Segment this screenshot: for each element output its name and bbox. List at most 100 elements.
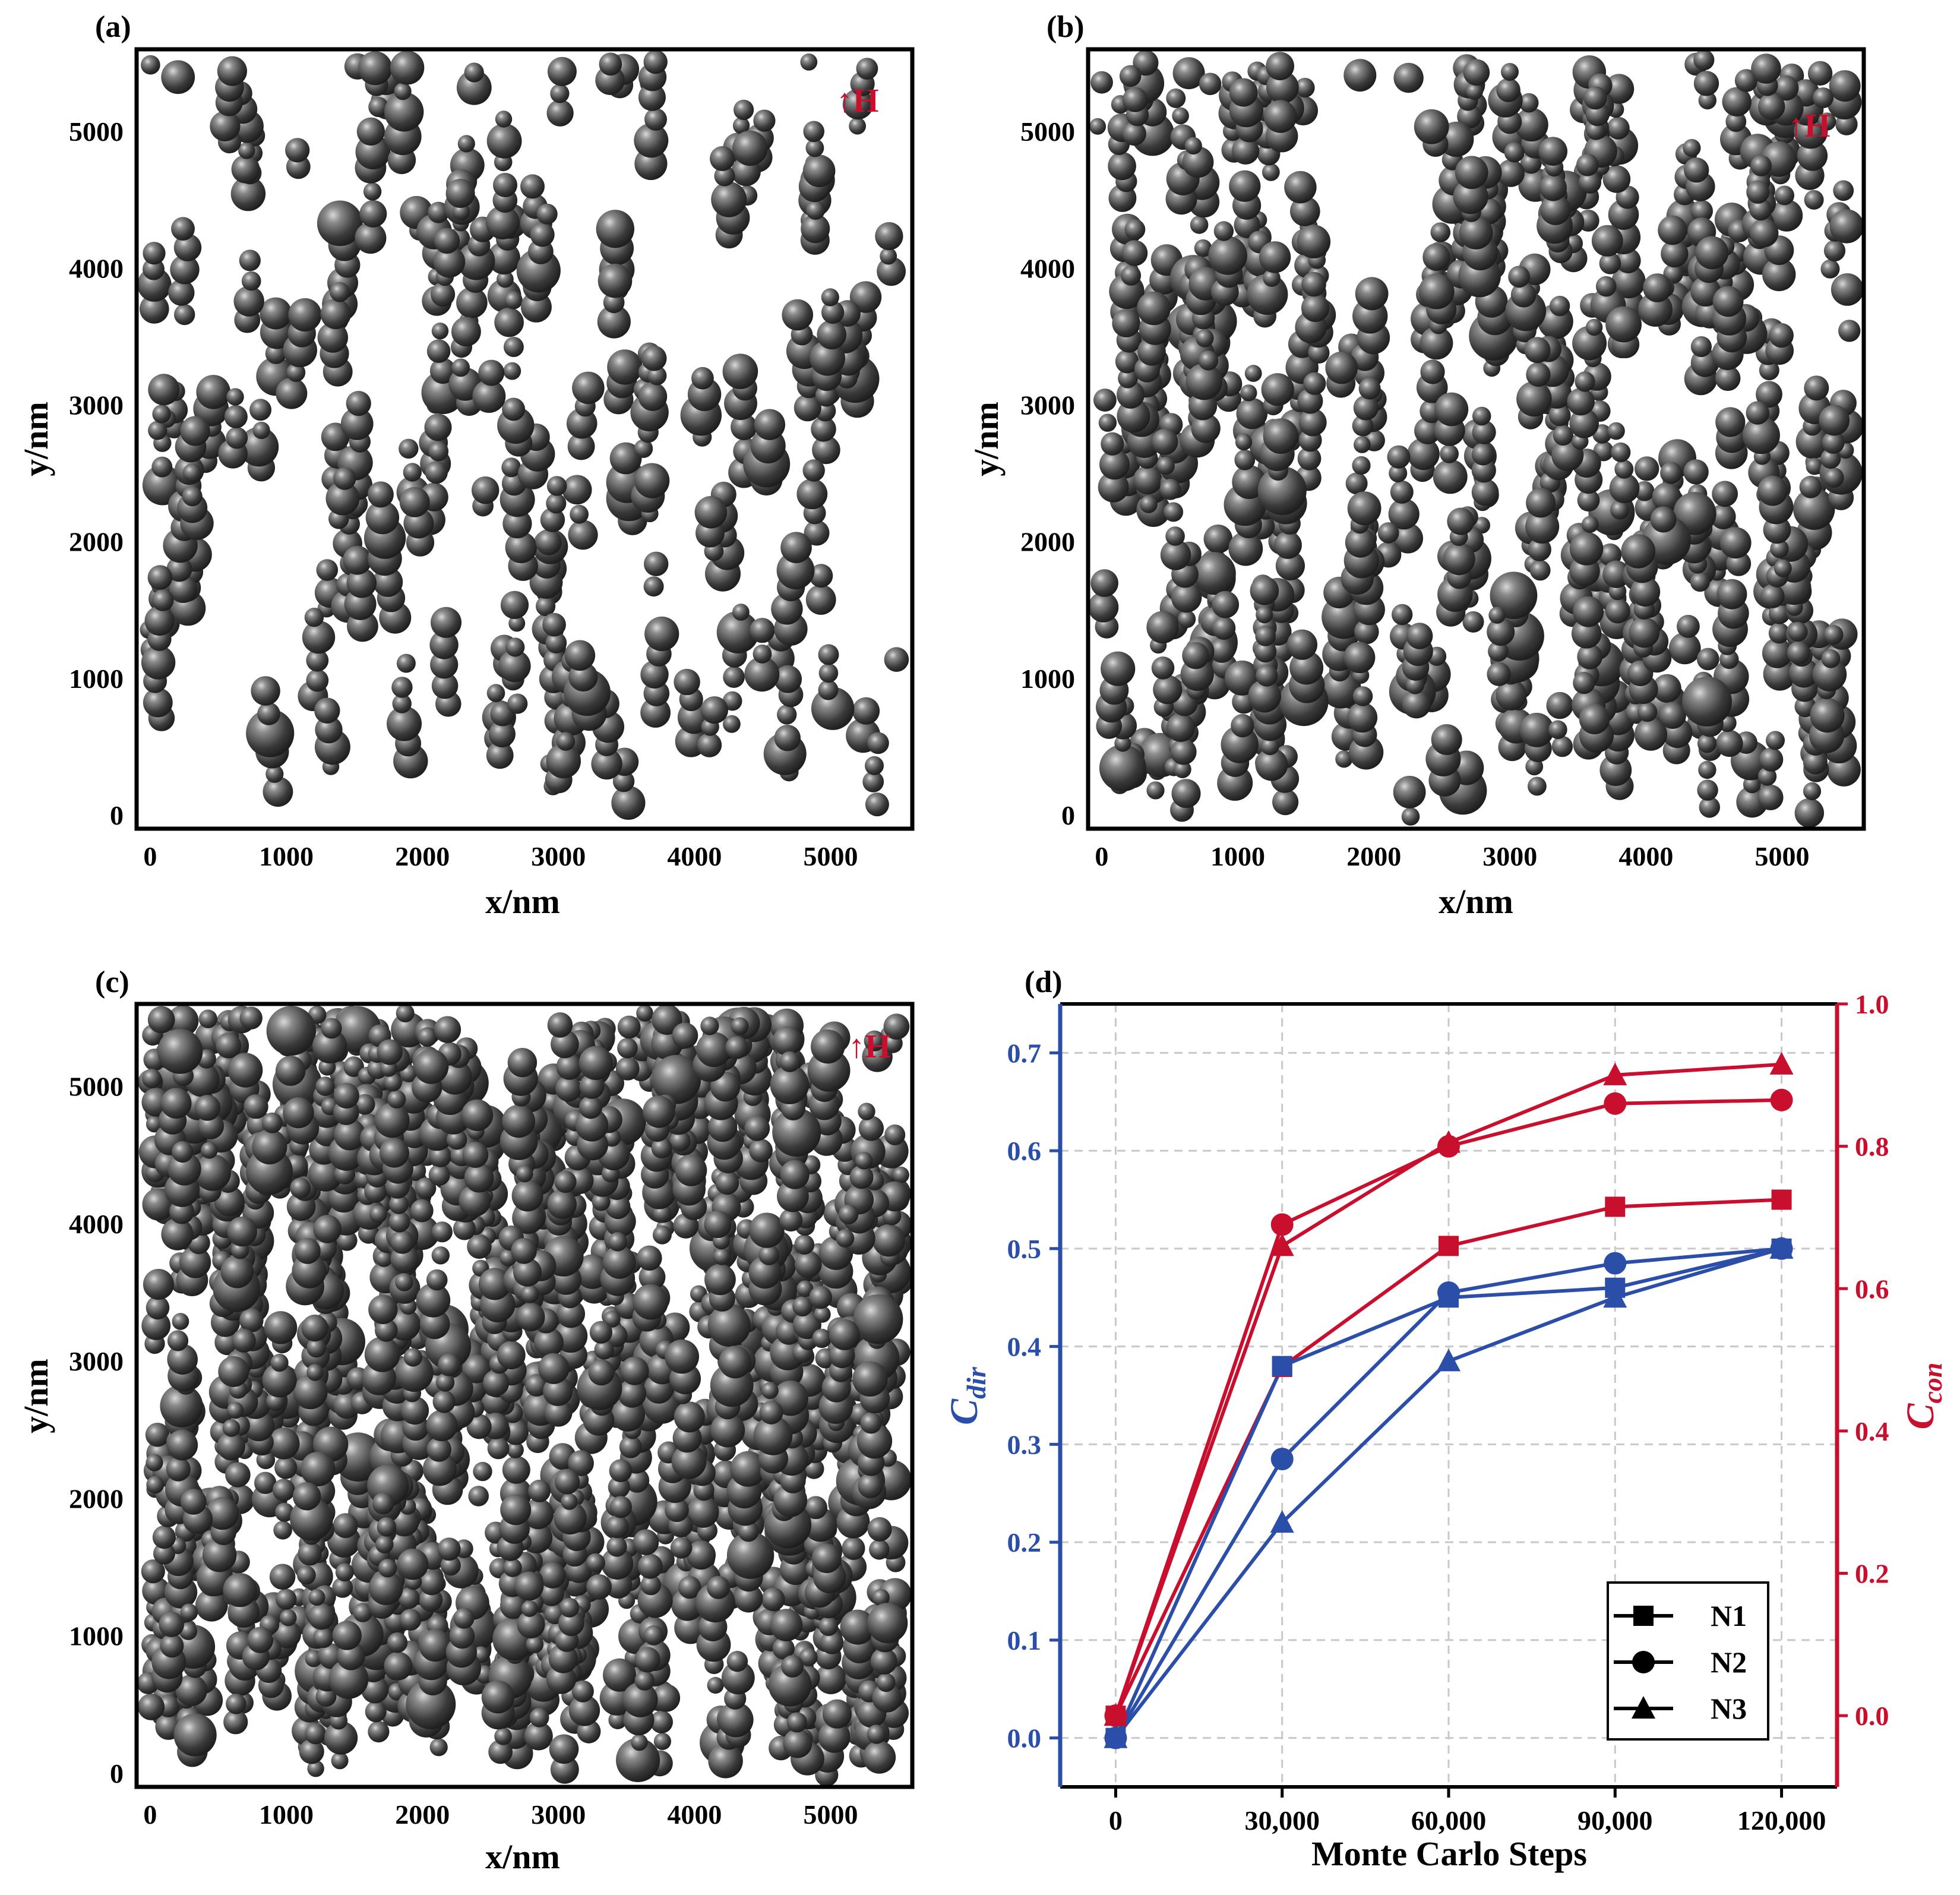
particle [1614,459,1634,479]
x-tick-labels: 0 1000 2000 3000 4000 5000 [143,841,858,871]
particle [1184,137,1202,154]
particle [152,405,171,424]
particle [1712,481,1738,507]
particle [425,461,448,484]
particle [568,520,598,550]
particle [146,1296,170,1320]
particle [1235,433,1253,451]
legend-label: N2 [1711,1646,1747,1679]
particle [1354,619,1379,645]
particle [710,1413,745,1448]
particle [672,1022,698,1049]
particle [1822,431,1845,454]
c-con-point-n1 [1771,1189,1792,1210]
particle [602,1245,636,1279]
particle [368,97,389,117]
particle [1345,527,1376,558]
particle-field [137,1004,912,1787]
particle [315,1076,335,1096]
particle [872,1588,890,1606]
plot-frame [134,1002,915,1789]
particle [1698,91,1716,110]
particle [811,416,836,442]
particle [222,1419,241,1437]
particle [1605,598,1630,624]
particle [842,1536,865,1560]
particle [862,1741,896,1774]
particle [1089,118,1107,135]
particle [620,1356,649,1385]
x-tick-label: 2000 [1346,841,1401,871]
particle [433,246,466,278]
particle [194,1095,221,1121]
particle [1807,61,1833,86]
particle [818,680,839,700]
particle [1256,664,1278,687]
particle [1178,610,1196,628]
particle [1652,482,1681,512]
particle [814,1306,831,1323]
particle [858,1116,884,1141]
particle [1803,782,1822,800]
legend-label: N1 [1711,1599,1747,1632]
particle [353,1603,372,1622]
particle [217,1432,246,1461]
particle [1118,368,1138,389]
particle [1690,571,1710,592]
particle [1209,637,1235,663]
particle [1217,765,1253,801]
particle [304,607,324,627]
particle [1515,108,1548,142]
particle [1699,797,1720,818]
particle [1354,436,1371,453]
particle [430,650,459,679]
particle [331,1752,349,1770]
particle [1418,273,1455,309]
particle [546,476,567,496]
particle [749,1212,785,1248]
x-tick-label: 1000 [1210,841,1265,871]
particle [292,1482,321,1511]
y-tick-label: 3000 [69,1346,124,1376]
particle [1768,623,1790,644]
particle [1551,735,1573,757]
particle [275,1502,295,1522]
particle [607,349,643,385]
particle [340,408,374,440]
particle [638,1264,666,1291]
x-tick-label: 3000 [531,841,586,871]
particle [399,1609,422,1631]
particle [556,732,576,751]
particle [1634,481,1655,501]
particle [731,413,757,440]
particle [384,1073,402,1092]
particle [836,1229,855,1247]
particle [1528,776,1547,796]
particle [856,58,878,80]
particle [1725,111,1747,132]
particle [644,551,669,576]
particle [867,1517,892,1542]
particle [559,1597,580,1618]
particle [812,435,840,465]
particle [1171,582,1202,613]
particle [640,697,671,728]
particle [862,771,884,792]
particle [1165,526,1185,546]
particle [1758,93,1785,120]
particle [589,1321,612,1344]
particle [554,1469,580,1495]
particle [429,630,459,659]
particle [1159,479,1181,500]
particle [1101,432,1124,456]
particle [1401,807,1420,826]
particle [217,56,247,86]
x-tick-label: 30,000 [1244,1805,1320,1836]
particle [554,1170,577,1193]
particle [157,1028,203,1074]
particle [521,1600,538,1617]
particle [1457,104,1482,129]
particle [1611,264,1646,299]
particle [1117,380,1145,409]
particle [1146,781,1165,800]
